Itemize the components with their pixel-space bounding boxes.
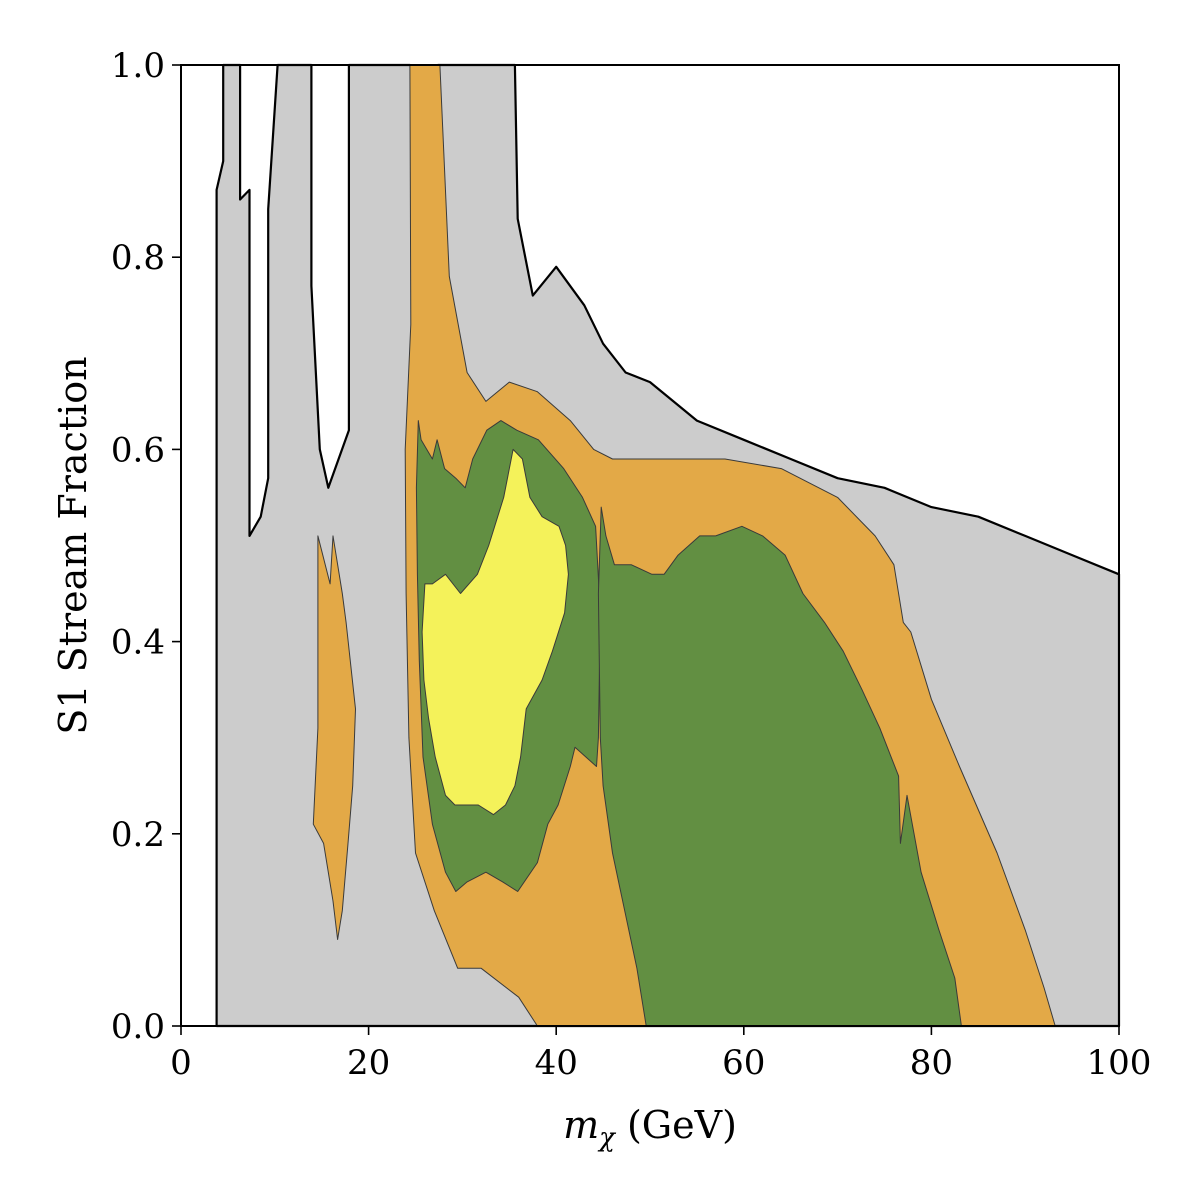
regions-layer <box>215 63 1121 1028</box>
x-tick-label: 40 <box>535 1043 578 1083</box>
y-axis-label: S1 Stream Fraction <box>51 356 95 734</box>
x-tick-label: 80 <box>910 1043 953 1083</box>
y-tick-label: 0.4 <box>111 623 165 663</box>
x-tick-label: 20 <box>347 1043 390 1083</box>
plot-frame <box>180 64 1120 1027</box>
ticks-layer: 0 20 40 60 80 100 0.0 0.2 0.4 0.6 0.8 1.0 <box>111 46 1152 1083</box>
x-axis-label-var: m <box>563 1103 599 1147</box>
x-tick-label: 100 <box>1087 1043 1152 1083</box>
y-tick-label: 0.0 <box>111 1007 165 1047</box>
inner-contour <box>421 448 569 816</box>
y-tick-label: 1.0 <box>111 46 165 86</box>
x-axis-label-unit: (GeV) <box>615 1103 737 1147</box>
x-tick-label: 60 <box>722 1043 765 1083</box>
x-tick-label: 0 <box>170 1043 192 1083</box>
x-axis-label-sub: χ <box>597 1123 617 1153</box>
middle-contour-right <box>597 506 962 1027</box>
outer-contour-left <box>312 535 356 940</box>
y-tick-label: 0.2 <box>111 815 165 855</box>
y-tick-label: 0.6 <box>111 430 165 470</box>
x-axis-label: mχ (GeV) <box>563 1103 737 1153</box>
y-tick-label: 0.8 <box>111 238 165 278</box>
